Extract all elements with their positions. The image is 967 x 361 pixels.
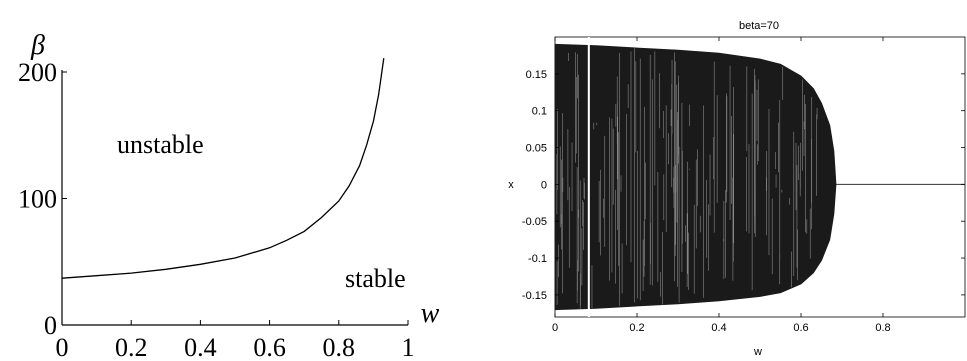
right-y-tick-label: -0.15 <box>522 290 547 302</box>
left-x-axis-label: w <box>421 298 440 329</box>
right-y-axis-label: x <box>508 179 514 191</box>
left-x-tick-label: 0.8 <box>323 333 356 361</box>
right-y-tick-label: 0.15 <box>526 69 547 81</box>
left-x-tick-label: 0 <box>56 333 69 361</box>
unstable-annotation: unstable <box>117 130 204 159</box>
right-x-axis-label: w <box>753 346 762 358</box>
right-x-tick-label: 0.6 <box>793 322 808 334</box>
left-y-tick-label: 100 <box>18 185 57 214</box>
left-x-tick-label: 0.4 <box>184 333 217 361</box>
right-y-tick-label: 0.05 <box>526 143 547 155</box>
right-y-tick-label: 0 <box>541 179 547 191</box>
right-y-tick-label: 0.1 <box>532 106 547 118</box>
right-y-tick-label: -0.05 <box>522 216 547 228</box>
right-y-tick-label: -0.1 <box>528 253 547 265</box>
band-gap <box>587 37 590 317</box>
right-x-tick-label: 0.2 <box>629 322 644 334</box>
left-x-tick-label: 0.2 <box>115 333 148 361</box>
right-chart-title: beta=70 <box>739 20 779 32</box>
chaotic-band <box>554 43 837 311</box>
right-x-tick-label: 0.4 <box>711 322 726 334</box>
stability-boundary-curve <box>61 58 385 279</box>
left-y-tick-label: 0 <box>44 311 57 340</box>
right-x-tick-label: 0.8 <box>875 322 890 334</box>
stable-annotation: stable <box>345 264 406 293</box>
left-x-tick-label: 0.6 <box>253 333 286 361</box>
left-x-tick-label: 1 <box>402 333 415 361</box>
right-bifurcation-chart: beta=70 0 0.2 0.4 0.6 0.8 0.15 0.1 0.05 0 -0.05 -0… <box>508 20 966 358</box>
left-y-axis-label: β <box>30 30 45 61</box>
right-x-tick-label: 0 <box>552 322 558 334</box>
left-y-tick-label: 200 <box>18 58 57 87</box>
left-stability-chart: β w unstable stable 0 0.2 0.4 0.6 0.8 1 0 100 20… <box>18 30 440 361</box>
